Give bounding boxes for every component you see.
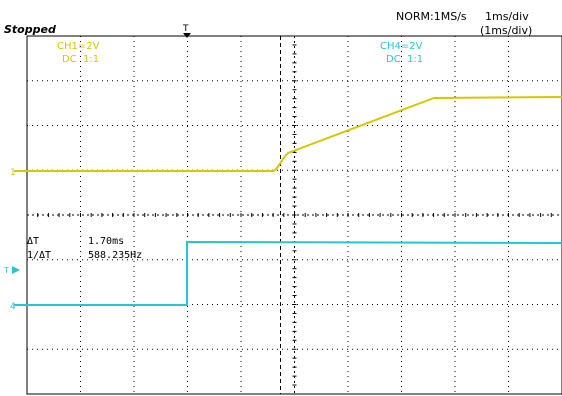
- trigger-position-text: T: [182, 24, 189, 34]
- ch4-trace: [27, 240, 562, 306]
- delta-t-label: ΔT: [27, 236, 40, 247]
- trigger-level-text: T: [3, 266, 9, 275]
- ch1-ground-marker: 1: [10, 168, 27, 178]
- ch4-scale-label: CH4=2V: [380, 41, 423, 52]
- timebase-zoom-setting: (1ms/div): [480, 24, 533, 37]
- graticule: [26, 35, 562, 395]
- ch4-ground-marker: 4: [10, 302, 27, 312]
- marker-text: 1: [10, 168, 16, 178]
- inv-delta-t-value: 588.235Hz: [88, 250, 143, 261]
- trigger-position-arrow-icon: [183, 33, 191, 38]
- ch1-scale-label: CH1=2V: [57, 41, 100, 52]
- timebase-setting: 1ms/div: [485, 10, 529, 23]
- ch1-coupling-label: DC 1:1: [62, 54, 100, 65]
- delta-t-value: 1.70ms: [88, 236, 125, 247]
- trigger-level-marker: T: [3, 266, 20, 275]
- status-text: Stopped: [4, 23, 56, 36]
- ch1-trace: [27, 96, 562, 172]
- acquisition-mode: NORM:1MS/s: [396, 10, 467, 23]
- trigger-level-arrow-icon: [12, 266, 20, 274]
- marker-text: 4: [10, 302, 16, 312]
- ch4-coupling-label: DC 1:1: [386, 54, 424, 65]
- inv-delta-t-label: 1/ΔT: [27, 250, 52, 261]
- trigger-position-marker: T: [182, 24, 191, 38]
